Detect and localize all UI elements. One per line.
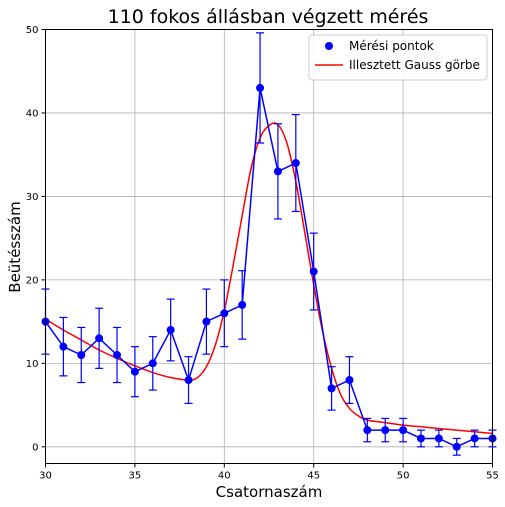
data-point — [434, 434, 443, 443]
plot-frame — [45, 29, 493, 464]
measurement-line — [44, 87, 493, 448]
data-point — [184, 376, 193, 385]
data-point — [363, 426, 372, 435]
data-point — [202, 317, 211, 326]
data-point — [77, 351, 86, 359]
x-tick-label: 45 — [307, 471, 320, 482]
measurement-layer — [41, 32, 497, 456]
data-point — [59, 342, 68, 351]
data-point — [399, 426, 408, 435]
x-tick-label: 40 — [218, 471, 231, 482]
x-tick-label: 35 — [129, 471, 142, 482]
y-tick-label: 30 — [26, 192, 39, 203]
data-point — [95, 334, 104, 343]
y-tick-label: 10 — [26, 359, 39, 370]
data-point — [416, 434, 425, 443]
axis-ticks: 30 35 40 45 50 55 0 10 20 30 40 50 — [26, 25, 499, 482]
data-point — [345, 376, 354, 385]
fit-curve — [45, 122, 493, 435]
data-point — [452, 442, 461, 451]
x-tick-label: 30 — [39, 471, 52, 482]
fit-curve-layer — [45, 122, 493, 435]
x-axis-label: Csatornaszám — [216, 483, 323, 501]
grid — [45, 29, 493, 464]
data-point — [327, 384, 336, 393]
legend-label-fit: Illesztett Gauss görbe — [349, 58, 480, 72]
x-tick-label: 50 — [397, 471, 410, 482]
legend-marker-measured — [325, 42, 333, 50]
chart-title: 110 fokos állásban végzett mérés — [108, 6, 429, 28]
data-point — [148, 359, 157, 368]
y-tick-label: 50 — [26, 25, 39, 36]
data-point — [381, 426, 390, 435]
y-tick-label: 0 — [32, 442, 38, 453]
data-point — [309, 267, 318, 276]
y-axis-label: Beütésszám — [6, 201, 24, 292]
data-point — [291, 159, 300, 168]
data-point — [220, 309, 229, 318]
legend-label-measured: Mérési pontok — [349, 39, 434, 53]
y-tick-label: 20 — [26, 275, 39, 286]
y-tick-label: 40 — [26, 108, 39, 119]
data-point — [166, 325, 175, 334]
data-point — [113, 351, 122, 359]
legend-box — [308, 34, 488, 81]
data-point — [273, 167, 282, 176]
data-point — [470, 434, 479, 443]
data-point — [130, 367, 139, 376]
data-point — [256, 83, 265, 92]
legend: Mérési pontok Illesztett Gauss görbe — [308, 34, 488, 81]
x-tick-label: 55 — [486, 471, 499, 482]
data-point — [238, 300, 247, 309]
